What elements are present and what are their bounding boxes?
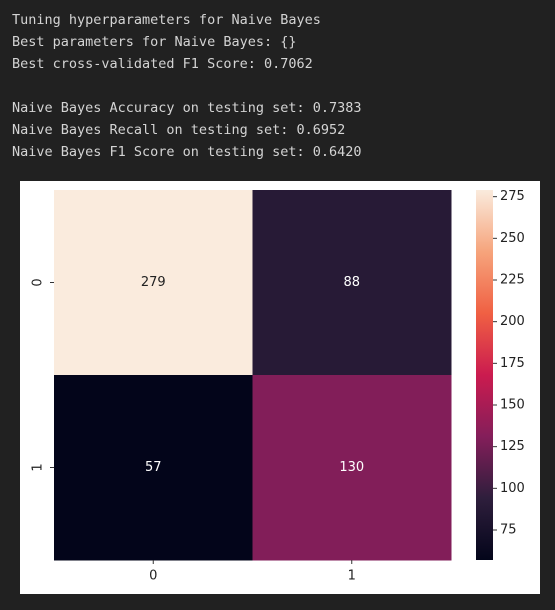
output-line: Naive Bayes F1 Score on testing set: 0.6… xyxy=(12,144,362,160)
output-line: Best parameters for Naive Bayes: {} xyxy=(12,34,297,50)
heatmap-cell xyxy=(54,190,253,376)
output-line: Best cross-validated F1 Score: 0.7062 xyxy=(12,56,313,72)
colorbar xyxy=(476,190,493,560)
output-line: Tuning hyperparameters for Naive Bayes xyxy=(12,12,321,28)
heatmap-cell xyxy=(252,375,452,561)
y-tick-label: 1 xyxy=(31,463,46,471)
output-line: Naive Bayes Recall on testing set: 0.695… xyxy=(12,122,346,138)
heatmap-cell xyxy=(252,190,452,376)
cell-label: 130 xyxy=(339,460,364,475)
cell-output: Tuning hyperparameters for Naive Bayes Be… xyxy=(12,9,362,163)
colorbar-tick-label: 225 xyxy=(500,273,525,288)
x-tick-label: 1 xyxy=(348,569,356,584)
output-line xyxy=(12,75,362,97)
colorbar-tick-label: 75 xyxy=(500,523,517,538)
cell-label: 57 xyxy=(145,460,162,475)
colorbar-tick-label: 250 xyxy=(500,231,525,246)
x-tick-label: 0 xyxy=(149,569,157,584)
colorbar-tick-label: 175 xyxy=(500,356,525,371)
colorbar-tick-label: 200 xyxy=(500,314,525,329)
colorbar-tick-label: 125 xyxy=(500,439,525,454)
colorbar-tick-label: 100 xyxy=(500,481,525,496)
colorbar-tick-label: 150 xyxy=(500,398,525,413)
y-tick-label: 0 xyxy=(31,278,46,286)
colorbar-tick-label: 275 xyxy=(500,189,525,204)
heatmap-cell xyxy=(54,375,253,561)
output-line: Naive Bayes Accuracy on testing set: 0.7… xyxy=(12,100,362,116)
cell-label: 88 xyxy=(343,275,360,290)
cell-label: 279 xyxy=(141,275,166,290)
